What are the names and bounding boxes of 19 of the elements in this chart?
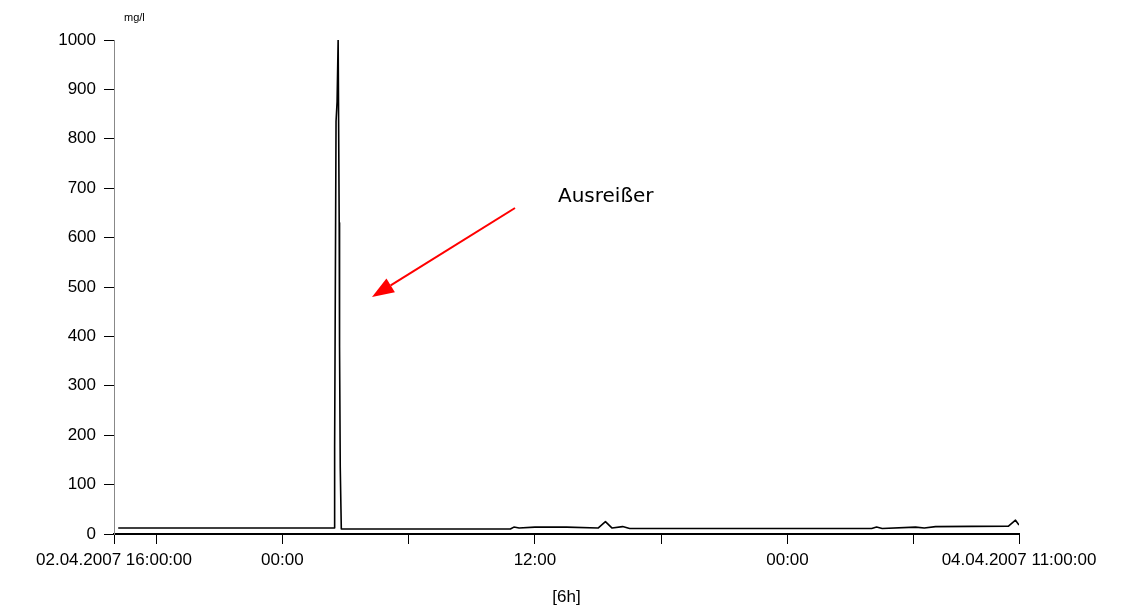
x-axis-title: [6h] <box>552 586 581 606</box>
y-tick-label: 0 <box>86 523 96 543</box>
x-tick-label: 04.04.2007 11:00:00 <box>941 549 1097 569</box>
y-axis-title: mg/l <box>124 11 145 24</box>
y-tick-label: 700 <box>67 177 96 197</box>
x-tick-label: 00:00 <box>261 549 304 569</box>
y-tick-label: 400 <box>67 326 96 346</box>
y-tick-label: 1000 <box>58 29 96 49</box>
y-tick-label: 100 <box>67 474 96 494</box>
x-tick-label: 00:00 <box>766 549 809 569</box>
y-tick-label: 200 <box>67 424 96 444</box>
y-tick-label: 800 <box>67 128 96 148</box>
x-tick-label: 12:00 <box>513 549 557 569</box>
y-tick-label: 300 <box>67 375 96 395</box>
y-tick-label: 900 <box>67 79 96 99</box>
annotation: Ausreißer <box>558 183 655 208</box>
x-tick-label: 02.04.2007 16:00:00 <box>36 549 192 569</box>
y-tick-label: 500 <box>67 276 96 296</box>
y-tick-label: 600 <box>67 227 96 247</box>
